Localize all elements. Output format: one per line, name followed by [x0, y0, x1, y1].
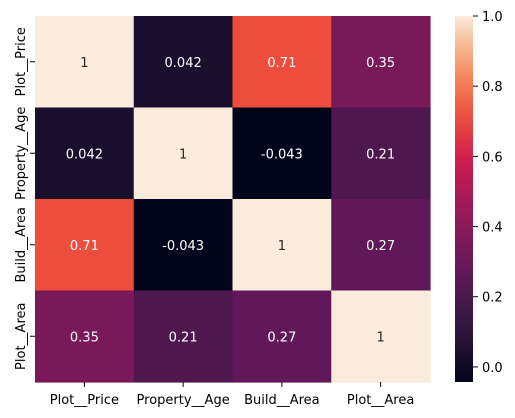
cell-annotation-r2-c1: -0.043	[162, 239, 204, 254]
colorbar-tick-label-1: 0.2	[482, 291, 503, 306]
cell-annotation-r0-c2: 0.71	[267, 56, 296, 71]
heatmap-cell-r2-c0	[35, 199, 135, 292]
y-tick-label-1: Property__Age	[14, 107, 29, 200]
cell-annotation-r0-c3: 0.35	[366, 56, 395, 71]
heatmap-cell-r0-c1	[133, 16, 234, 109]
cell-annotation-r1-c2: -0.043	[261, 147, 303, 162]
x-tick-label-0: Plot__Price	[50, 393, 119, 408]
heatmap-cell-r3-c2	[232, 290, 332, 383]
cell-annotation-r2-c3: 0.27	[366, 239, 395, 254]
cell-annotation-r3-c1: 0.21	[169, 330, 198, 345]
colorbar-tick-label-5: 1.0	[482, 10, 503, 25]
colorbar-tick-label-0: 0.0	[482, 361, 503, 376]
heatmap-cell-r2-c2	[232, 199, 332, 292]
colorbar-tick-label-3: 0.6	[482, 150, 503, 165]
heatmap-cell-r2-c3	[331, 199, 431, 292]
heatmap-cell-r1-c0	[35, 107, 135, 200]
cell-annotation-r1-c3: 0.21	[366, 147, 395, 162]
x-tick-label-1: Property__Age	[137, 393, 230, 408]
heatmap-cell-r0-c2	[232, 16, 332, 109]
heatmap-cell-r0-c3	[331, 16, 431, 109]
heatmap-cell-r3-c3	[331, 290, 431, 383]
cell-annotation-r2-c0: 0.71	[70, 239, 99, 254]
cell-annotation-r0-c0: 1	[80, 56, 88, 71]
colorbar-tick-label-2: 0.4	[482, 221, 503, 236]
colorbar	[455, 16, 473, 382]
heatmap-cell-r1-c1	[133, 107, 234, 200]
cell-annotation-r3-c0: 0.35	[70, 330, 99, 345]
x-tick-label-2: Build__Area	[244, 393, 320, 408]
heatmap-cell-r1-c2	[232, 107, 332, 200]
cell-annotation-r2-c2: 1	[278, 239, 286, 254]
heatmap-cell-r2-c1	[133, 199, 234, 292]
heatmap-cell-r3-c1	[133, 290, 234, 383]
y-tick-label-2: Build__Area	[14, 207, 29, 283]
cell-annotation-r0-c1: 0.042	[165, 56, 202, 71]
cell-annotation-r3-c2: 0.27	[267, 330, 296, 345]
colorbar-tick-label-4: 0.8	[482, 80, 503, 95]
y-tick-label-0: Plot__Price	[14, 27, 29, 96]
heatmap-cell-r1-c3	[331, 107, 431, 200]
x-tick-label-3: Plot__Area	[347, 393, 414, 408]
y-tick-label-3: Plot__Area	[14, 303, 29, 370]
heatmap-cell-r0-c0	[35, 16, 135, 109]
cell-annotation-r1-c0: 0.042	[66, 147, 103, 162]
heatmap-cell-r3-c0	[35, 290, 135, 383]
cell-annotation-r3-c3: 1	[376, 330, 384, 345]
cell-annotation-r1-c1: 1	[179, 147, 187, 162]
